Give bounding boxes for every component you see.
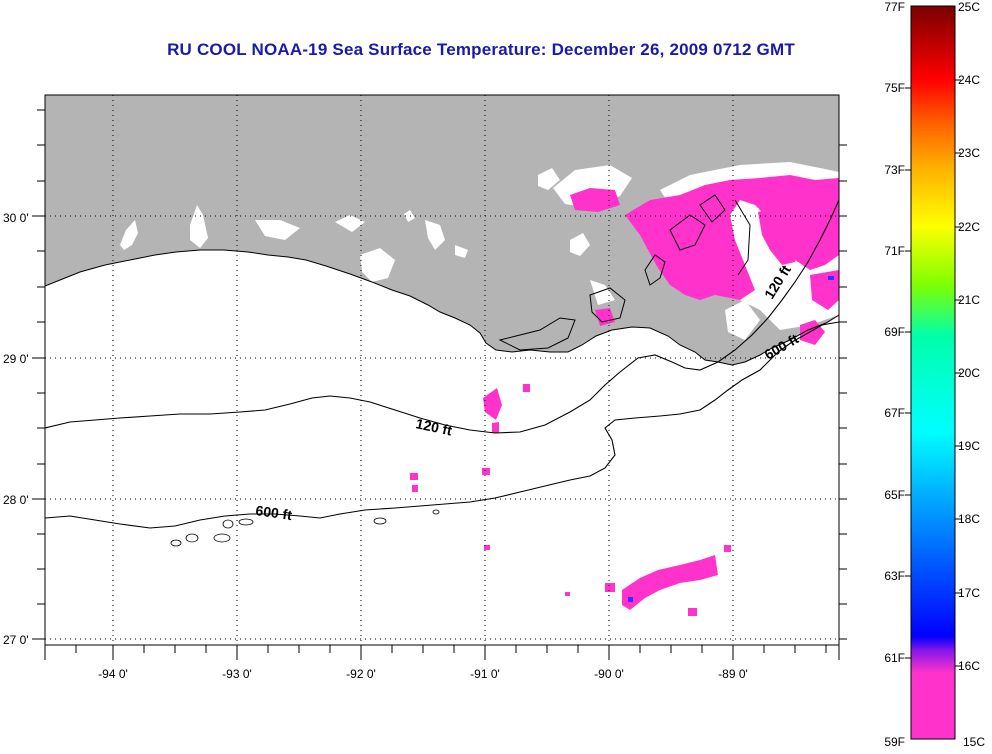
colorbar (910, 5, 956, 740)
lat-label-28: 28 0' (3, 493, 29, 507)
coastline (45, 249, 839, 366)
cbar-c-23: 23C (958, 146, 980, 160)
lon-label-89: -89 0' (718, 667, 748, 681)
cbar-c-16: 16C (958, 659, 980, 673)
lat-label-29: 29 0' (3, 352, 29, 366)
cbar-f-65: 65F (884, 488, 905, 502)
cbar-f-69: 69F (884, 325, 905, 339)
cbar-c-18: 18C (958, 512, 980, 526)
map-frame (44, 94, 840, 646)
map-title: RU COOL NOAA-19 Sea Surface Temperature:… (167, 40, 795, 59)
colorbar-c-labels: 25C 24C 23C 22C 21C 20C 19C 18C 17C 16C … (958, 0, 985, 749)
colorbar-ticks (905, 79, 961, 667)
contour-label-600-west: 600 ft (255, 502, 294, 523)
cbar-c-20: 20C (958, 366, 980, 380)
cbar-f-63: 63F (884, 569, 905, 583)
cbar-c-21: 21C (958, 293, 980, 307)
cbar-c-24: 24C (958, 73, 980, 87)
isobath-islands (170, 509, 440, 547)
lon-label-90: -90 0' (594, 667, 624, 681)
lat-label-27: 27 0' (3, 633, 29, 647)
isobath-120ft (45, 199, 839, 434)
sst-cold-patches (410, 175, 839, 616)
cbar-c-17: 17C (958, 586, 980, 600)
lon-label-93: -93 0' (222, 667, 252, 681)
cbar-f-75: 75F (884, 81, 905, 95)
cbar-f-73: 73F (884, 163, 905, 177)
coast-detail (498, 194, 751, 351)
frame-ticks (32, 109, 847, 660)
lon-label-92: -92 0' (346, 667, 376, 681)
cbar-c-25: 25C (958, 0, 980, 14)
cbar-c-19: 19C (958, 439, 980, 453)
cbar-c-15: 15C (963, 735, 985, 749)
sst-blue-pixel (628, 597, 633, 602)
lon-label-94: -94 0' (98, 667, 128, 681)
cbar-f-77: 77F (884, 0, 905, 14)
cbar-c-22: 22C (958, 220, 980, 234)
lat-label-30: 30 0' (3, 211, 29, 225)
graticule (45, 95, 839, 645)
sst-blue-pixel-east (828, 276, 834, 280)
cbar-f-71: 71F (884, 244, 905, 258)
cbar-f-61: 61F (884, 651, 905, 665)
colorbar-f-labels: 77F 75F 73F 71F 69F 67F 65F 63F 61F 59F (884, 0, 905, 749)
lon-label-91: -91 0' (470, 667, 500, 681)
isobath-600ft (45, 321, 839, 529)
contour-label-120-west: 120 ft (414, 415, 453, 438)
cbar-f-67: 67F (884, 406, 905, 420)
land-mass (45, 95, 839, 365)
cbar-f-59: 59F (884, 735, 905, 749)
